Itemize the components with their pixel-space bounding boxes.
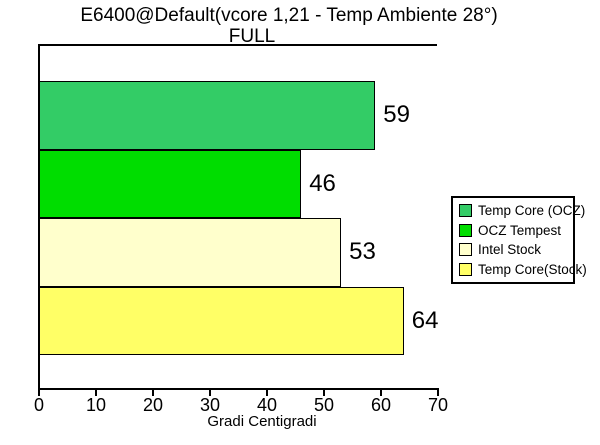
legend-swatch [459,223,472,237]
x-tick [380,390,382,396]
legend-swatch [459,243,472,257]
x-tick-label: 20 [142,395,164,415]
x-tick-label: 0 [33,395,44,415]
x-tick [95,390,97,396]
x-tick [209,390,211,396]
x-tick-label: 70 [427,395,449,415]
x-tick-label: 50 [313,395,335,415]
x-tick-label: 30 [199,395,221,415]
bar-value-label: 64 [411,306,439,334]
legend-label: Intel Stock [478,242,542,258]
x-tick [437,390,439,396]
x-tick-label: 60 [370,395,392,415]
x-tick [266,390,268,396]
legend-item: OCZ Tempest [459,223,573,238]
x-tick [152,390,154,396]
chart-subtitle: FULL [228,26,276,47]
x-tick [38,390,40,396]
x-tick [323,390,325,396]
legend-label: OCZ Tempest [478,222,562,238]
bar-value-label: 59 [383,101,410,129]
x-axis-title: Gradi Centigradi [207,413,317,430]
bar-2 [39,149,302,218]
bar-value-label: 46 [309,169,336,197]
legend-label: Temp Core (OCZ) [478,202,586,218]
legend-swatch [459,263,472,277]
bar-1 [39,81,376,150]
x-tick-label: 40 [256,395,278,415]
bar-3 [39,218,342,287]
bar-4 [39,286,404,355]
legend-item: Temp Core (OCZ) [459,203,585,218]
chart-title: E6400@Default(vcore 1,21 - Temp Ambiente… [80,5,498,26]
legend: Temp Core (OCZ) OCZ Tempest Intel Stock Tem… [451,196,587,284]
x-tick-label: 10 [85,395,107,415]
x-axis-line [38,388,439,390]
plot-top-border [38,44,437,46]
legend-swatch [459,203,472,217]
legend-item: Temp Core(Stock) [459,262,587,277]
bar-value-label: 53 [349,238,376,266]
legend-item: Intel Stock [459,242,573,257]
legend-label: Temp Core(Stock) [478,262,587,278]
